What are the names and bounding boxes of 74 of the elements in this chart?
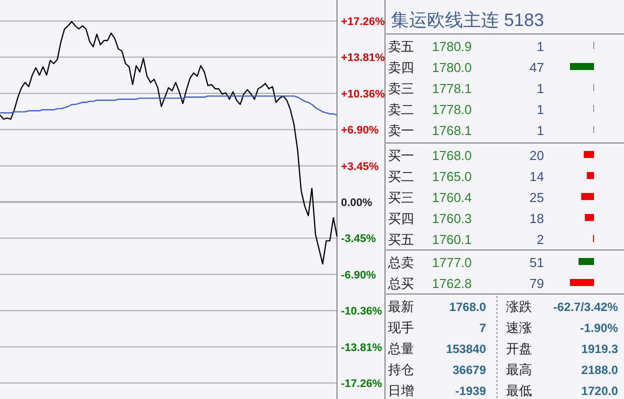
y-tick-label: +3.45%	[341, 160, 379, 173]
data-label: 79	[530, 276, 544, 291]
data-label: 25	[530, 190, 544, 205]
y-tick-label: -10.36%	[341, 306, 382, 318]
text: 总量	[387, 341, 414, 356]
data-label: 1	[536, 81, 544, 96]
data-label: 20	[530, 148, 544, 163]
text: 2188.0	[581, 363, 618, 377]
text: 1778.1	[432, 81, 472, 96]
line-series	[0, 21, 338, 264]
text: 1919.3	[581, 342, 618, 356]
text: 1760.1	[432, 232, 472, 247]
text: 速涨	[506, 320, 532, 335]
data-label: 1	[536, 39, 544, 54]
y-tick-label: -17.26%	[341, 378, 382, 390]
y-tick-label: 卖五	[388, 39, 414, 54]
y-tick-label: -3.45%	[341, 233, 376, 246]
text: 1777.0	[432, 255, 472, 270]
text: 最低	[506, 383, 532, 398]
y-tick-label: +17.26%	[341, 16, 385, 28]
text: 1768.0	[449, 300, 486, 314]
text: 1780.9	[432, 39, 472, 54]
text: 1768.0	[432, 148, 472, 163]
y-tick-label: +6.90%	[341, 124, 379, 137]
y-tick-label: 买二	[388, 169, 414, 184]
y-tick-label: 卖一	[388, 123, 414, 138]
y-tick-label: 买五	[388, 232, 414, 247]
text: 1778.0	[432, 102, 472, 117]
data-label: 51	[530, 255, 544, 270]
text: 开盘	[506, 341, 532, 356]
data-label: 14	[530, 169, 544, 184]
y-tick-label: 卖二	[388, 102, 414, 117]
y-tick-label: 卖四	[388, 60, 414, 75]
y-tick-label: 买一	[388, 148, 414, 163]
text: 1768.1	[432, 123, 472, 138]
bar	[570, 63, 594, 70]
y-tick-label: 总买	[387, 276, 414, 291]
text: 153840	[446, 342, 486, 356]
text: 1760.4	[432, 190, 472, 205]
data-label: 1	[536, 123, 544, 138]
text: -1939	[455, 384, 486, 398]
text: 最新	[388, 299, 414, 314]
y-tick-label: -6.90%	[341, 269, 376, 282]
bar	[584, 214, 594, 221]
y-tick-label: 买四	[388, 211, 414, 226]
bar	[586, 172, 594, 179]
text: 1765.0	[432, 169, 472, 184]
text: 涨跌	[506, 299, 532, 314]
y-tick-label: +13.81%	[341, 52, 385, 64]
y-tick-label: +10.36%	[341, 88, 385, 100]
text: 1720.0	[581, 384, 618, 398]
chart-title: 集运欧线主连 5183	[391, 10, 544, 30]
y-tick-label: 0.00%	[341, 197, 372, 209]
data-label: 47	[530, 60, 544, 75]
data-label: 2	[536, 232, 544, 247]
y-tick-label: 总卖	[387, 255, 414, 270]
text: 1760.3	[432, 211, 472, 226]
text: 36679	[452, 363, 486, 377]
bar	[581, 193, 594, 200]
y-tick-label: -13.81%	[341, 342, 382, 354]
data-label: 1	[536, 102, 544, 117]
text: 日增	[388, 383, 414, 398]
text: -1.90%	[580, 321, 618, 335]
text: 持仓	[388, 362, 414, 377]
y-tick-label: 卖三	[388, 81, 414, 96]
text: 1762.8	[432, 276, 472, 291]
line-series	[0, 95, 338, 116]
text: 现手	[388, 320, 414, 335]
data-label: 18	[530, 211, 544, 226]
text: 1780.0	[432, 60, 472, 75]
y-tick-label: 买三	[388, 190, 414, 205]
text: 7	[479, 321, 486, 335]
text: 最高	[506, 362, 532, 377]
text: -62.7/3.42%	[553, 300, 618, 314]
